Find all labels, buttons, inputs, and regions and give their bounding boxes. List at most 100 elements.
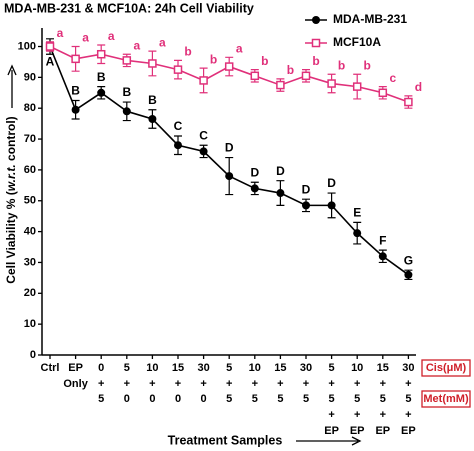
data-point bbox=[327, 79, 336, 88]
data-point bbox=[301, 71, 311, 81]
y-label-part: w.r.t. bbox=[4, 164, 18, 191]
x-tick-sublabel: 5 bbox=[226, 393, 232, 405]
x-tick-label: 5 bbox=[329, 362, 335, 374]
data-point bbox=[122, 56, 132, 65]
data-point bbox=[404, 270, 413, 279]
x-tick-sublabel: + bbox=[380, 409, 386, 421]
legend-marker bbox=[312, 16, 320, 24]
significance-letter: B bbox=[97, 70, 106, 84]
x-tick-sublabel: + bbox=[200, 378, 206, 390]
significance-letter: d bbox=[415, 80, 422, 94]
y-label-part: Cell Viability % ( bbox=[4, 191, 18, 283]
x-tick-label: 10 bbox=[249, 362, 261, 374]
x-tick-sublabel: + bbox=[252, 378, 258, 390]
significance-letter: G bbox=[404, 253, 413, 267]
x-tick-sublabel: + bbox=[380, 378, 386, 390]
y-tick-label: 50 bbox=[24, 195, 36, 207]
y-tick-label: 100 bbox=[18, 40, 36, 52]
data-point bbox=[199, 147, 208, 156]
x-tick-sublabel: + bbox=[354, 409, 360, 421]
significance-letter: A bbox=[46, 54, 55, 68]
x-tick-sublabel: + bbox=[226, 378, 232, 390]
y-axis-label: Cell Viability % (w.r.t. control) bbox=[4, 116, 18, 283]
x-tick-label: 30 bbox=[402, 362, 414, 374]
data-point bbox=[276, 189, 285, 198]
significance-letter: D bbox=[276, 164, 285, 178]
row-name: Met(mM) bbox=[423, 393, 469, 405]
data-point bbox=[122, 107, 131, 116]
x-tick-sublabel: + bbox=[405, 409, 411, 421]
significance-letter: B bbox=[148, 93, 157, 107]
data-point bbox=[353, 229, 362, 238]
x-tick-sublabel: EP bbox=[401, 425, 416, 437]
data-point bbox=[378, 252, 387, 261]
x-tick-sublabel: 5 bbox=[405, 393, 411, 405]
significance-letter: a bbox=[133, 38, 140, 52]
x-tick-sublabel: + bbox=[98, 378, 104, 390]
y-tick-label: 30 bbox=[24, 256, 36, 268]
significance-letter: C bbox=[174, 119, 183, 133]
x-tick-sublabel: 0 bbox=[175, 393, 181, 405]
data-point bbox=[174, 141, 182, 150]
legend-label: MCF10A bbox=[333, 35, 381, 49]
significance-letter: b bbox=[210, 52, 217, 66]
x-tick-sublabel: + bbox=[328, 409, 334, 421]
chart-title: MDA-MB-231 & MCF10A: 24h Cell Viability bbox=[4, 1, 254, 15]
x-tick-sublabel: 0 bbox=[201, 393, 207, 405]
significance-letter: a bbox=[57, 26, 64, 40]
data-point bbox=[45, 42, 55, 51]
significance-letter: D bbox=[302, 182, 311, 196]
significance-letter: D bbox=[250, 165, 259, 179]
x-tick-sublabel: 5 bbox=[380, 393, 386, 405]
x-tick-sublabel: 5 bbox=[354, 393, 360, 405]
x-tick-sublabel: 0 bbox=[124, 393, 130, 405]
significance-letter: b bbox=[184, 45, 191, 59]
significance-letter: D bbox=[327, 176, 336, 190]
x-tick-sublabel: 5 bbox=[329, 393, 335, 405]
x-tick-sublabel: 0 bbox=[149, 393, 155, 405]
x-tick-label: 5 bbox=[226, 362, 232, 374]
data-point bbox=[71, 54, 80, 64]
data-point bbox=[224, 62, 234, 71]
x-tick-label: 0 bbox=[98, 362, 104, 374]
x-arrow-head bbox=[351, 436, 362, 446]
data-point bbox=[352, 82, 362, 91]
x-tick-label: 30 bbox=[197, 362, 209, 374]
x-tick-sublabel: Only bbox=[63, 378, 88, 390]
x-tick-sublabel: + bbox=[175, 378, 181, 390]
x-tick-sublabel: EP bbox=[350, 425, 365, 437]
y-tick-label: 40 bbox=[24, 226, 36, 238]
data-point bbox=[250, 184, 259, 193]
significance-letter: F bbox=[379, 233, 386, 247]
x-tick-sublabel: + bbox=[149, 378, 155, 390]
data-point bbox=[148, 59, 157, 68]
significance-letter: b bbox=[312, 54, 319, 68]
x-tick-sublabel: + bbox=[354, 378, 360, 390]
significance-letter: b bbox=[364, 58, 371, 72]
data-point bbox=[96, 49, 106, 59]
x-tick-sublabel: + bbox=[277, 378, 283, 390]
data-point bbox=[71, 105, 80, 114]
significance-letter: a bbox=[236, 41, 243, 55]
x-tick-sublabel: 5 bbox=[303, 393, 309, 405]
significance-letter: a bbox=[108, 29, 115, 43]
x-tick-sublabel: 5 bbox=[252, 393, 258, 405]
y-label-part: control) bbox=[4, 116, 18, 164]
y-tick-label: 20 bbox=[24, 287, 36, 299]
y-arrow-head bbox=[7, 64, 17, 76]
row-name-box bbox=[421, 390, 471, 408]
row-name-box bbox=[421, 359, 471, 377]
significance-letter: b bbox=[261, 54, 268, 68]
x-tick-sublabel: 5 bbox=[98, 393, 104, 405]
row-name: Cis(μM) bbox=[426, 362, 467, 374]
data-point bbox=[250, 71, 260, 81]
x-axis-label: Treatment Samples bbox=[168, 433, 283, 447]
x-tick-sublabel: 5 bbox=[277, 393, 283, 405]
significance-letter: B bbox=[122, 85, 131, 99]
significance-letter: D bbox=[225, 141, 234, 155]
x-tick-sublabel: EP bbox=[375, 425, 390, 437]
x-tick-label: 10 bbox=[146, 362, 158, 374]
legend-label: MDA-MB-231 bbox=[333, 12, 407, 26]
